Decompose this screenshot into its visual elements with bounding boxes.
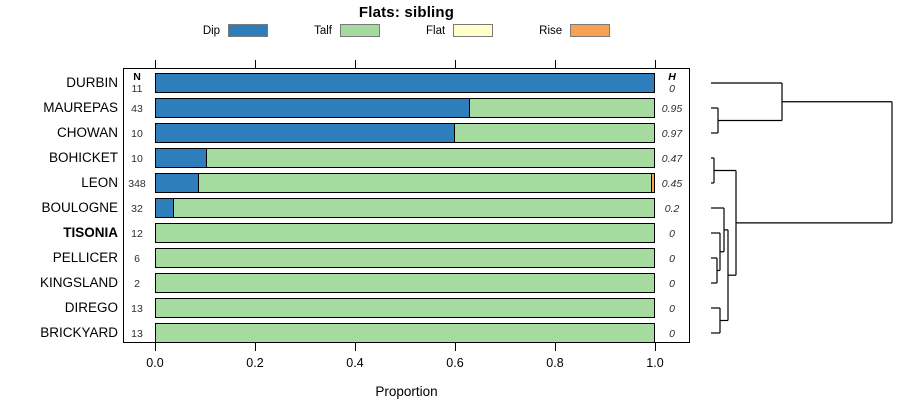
bar-segment-talf bbox=[156, 274, 654, 292]
legend-item-flat: Flat bbox=[425, 24, 494, 37]
x-tick-label: 0.4 bbox=[346, 356, 364, 370]
bar-segment-talf bbox=[156, 299, 654, 317]
n-value-pellicer: 6 bbox=[134, 253, 140, 265]
x-tick-label: 1.0 bbox=[646, 356, 664, 370]
legend-label: Dip bbox=[202, 24, 221, 37]
h-value-chowan: 0.97 bbox=[661, 128, 683, 140]
h-value-brickyard: 0 bbox=[669, 328, 675, 340]
x-tick-top bbox=[155, 60, 157, 68]
row-label-dirego: DIREGO bbox=[64, 300, 118, 315]
bar-segment-dip bbox=[156, 74, 654, 92]
n-value-durbin: 11 bbox=[131, 83, 143, 95]
h-value-boulogne: 0.2 bbox=[664, 203, 680, 215]
n-value-boulogne: 32 bbox=[131, 203, 143, 215]
row-label-kingsland: KINGSLAND bbox=[39, 275, 118, 290]
bar-segment-talf bbox=[454, 124, 654, 142]
row-label-durbin: DURBIN bbox=[66, 75, 118, 90]
row-label-bohicket: BOHICKET bbox=[48, 150, 118, 165]
x-tick-label: 0.2 bbox=[246, 356, 264, 370]
x-tick-bottom bbox=[155, 343, 157, 351]
h-value-leon: 0.45 bbox=[661, 178, 683, 190]
row-label-pellicer: PELLICER bbox=[52, 250, 118, 265]
h-value-pellicer: 0 bbox=[669, 253, 675, 265]
x-tick-top bbox=[655, 60, 657, 68]
x-tick-top bbox=[555, 60, 557, 68]
bar-segment-talf bbox=[156, 224, 654, 242]
x-tick-bottom bbox=[455, 343, 457, 351]
h-value-tisonia: 0 bbox=[669, 228, 675, 240]
legend-item-rise: Rise bbox=[539, 24, 611, 37]
h-column-header: H bbox=[668, 71, 676, 83]
h-value-maurepas: 0.95 bbox=[661, 103, 683, 115]
row-label-chowan: CHOWAN bbox=[57, 125, 118, 140]
bar-segment-talf bbox=[469, 99, 654, 117]
row-label-tisonia: TISONIA bbox=[63, 225, 118, 240]
stacked-bar-dirego bbox=[155, 298, 655, 318]
h-value-durbin: 0 bbox=[669, 83, 675, 95]
bar-segment-talf bbox=[198, 174, 651, 192]
bar-segment-talf bbox=[173, 199, 654, 217]
legend-item-talf: Talf bbox=[314, 24, 380, 37]
n-column-header: N bbox=[133, 71, 141, 83]
bar-segment-dip bbox=[156, 174, 199, 192]
x-tick-bottom bbox=[555, 343, 557, 351]
x-axis-title: Proportion bbox=[375, 384, 438, 399]
stacked-bar-chowan bbox=[155, 123, 655, 143]
x-tick-bottom bbox=[255, 343, 257, 351]
x-tick-label: 0.0 bbox=[146, 356, 164, 370]
chart-title: Flats: sibling bbox=[358, 4, 455, 21]
stacked-bar-bohicket bbox=[155, 148, 655, 168]
stacked-bar-maurepas bbox=[155, 98, 655, 118]
x-tick-bottom bbox=[655, 343, 657, 351]
stacked-bar-boulogne bbox=[155, 198, 655, 218]
h-value-dirego: 0 bbox=[669, 303, 675, 315]
n-value-tisonia: 12 bbox=[131, 228, 143, 240]
legend-swatch-flat bbox=[453, 24, 494, 37]
x-tick-top bbox=[355, 60, 357, 68]
x-tick-top bbox=[255, 60, 257, 68]
legend-swatch-dip bbox=[228, 24, 269, 37]
stacked-bar-kingsland bbox=[155, 273, 655, 293]
bar-segment-talf bbox=[156, 249, 654, 267]
n-value-leon: 348 bbox=[128, 178, 146, 190]
n-value-bohicket: 10 bbox=[131, 153, 143, 165]
n-value-kingsland: 2 bbox=[134, 278, 140, 290]
x-tick-label: 0.8 bbox=[546, 356, 564, 370]
legend-swatch-rise bbox=[570, 24, 611, 37]
legend-item-dip: Dip bbox=[202, 24, 269, 37]
stacked-bar-brickyard bbox=[155, 323, 655, 343]
x-tick-top bbox=[455, 60, 457, 68]
x-tick-bottom bbox=[355, 343, 357, 351]
h-value-kingsland: 0 bbox=[669, 278, 675, 290]
stacked-bar-durbin bbox=[155, 73, 655, 93]
bar-segment-talf bbox=[205, 149, 654, 167]
stacked-bar-pellicer bbox=[155, 248, 655, 268]
h-value-bohicket: 0.47 bbox=[661, 153, 683, 165]
legend: Dip Talf Flat Rise bbox=[123, 24, 690, 37]
bar-segment-rise bbox=[650, 174, 654, 192]
row-label-maurepas: MAUREPAS bbox=[43, 100, 118, 115]
stacked-bar-leon bbox=[155, 173, 655, 193]
n-value-chowan: 10 bbox=[131, 128, 143, 140]
x-tick-label: 0.6 bbox=[446, 356, 464, 370]
bar-segment-dip bbox=[156, 124, 455, 142]
n-value-brickyard: 13 bbox=[131, 328, 143, 340]
legend-label: Rise bbox=[539, 24, 563, 37]
bar-segment-dip bbox=[156, 149, 206, 167]
bar-segment-dip bbox=[156, 199, 174, 217]
n-value-maurepas: 43 bbox=[131, 103, 143, 115]
stacked-bar-tisonia bbox=[155, 223, 655, 243]
n-value-dirego: 13 bbox=[131, 303, 143, 315]
legend-swatch-talf bbox=[339, 24, 380, 37]
row-label-brickyard: BRICKYARD bbox=[40, 325, 118, 340]
row-label-leon: LEON bbox=[81, 175, 118, 190]
row-label-boulogne: BOULOGNE bbox=[41, 200, 118, 215]
legend-label: Flat bbox=[425, 24, 446, 37]
bar-segment-dip bbox=[156, 99, 470, 117]
legend-label: Talf bbox=[314, 24, 332, 37]
bar-segment-talf bbox=[156, 324, 654, 342]
